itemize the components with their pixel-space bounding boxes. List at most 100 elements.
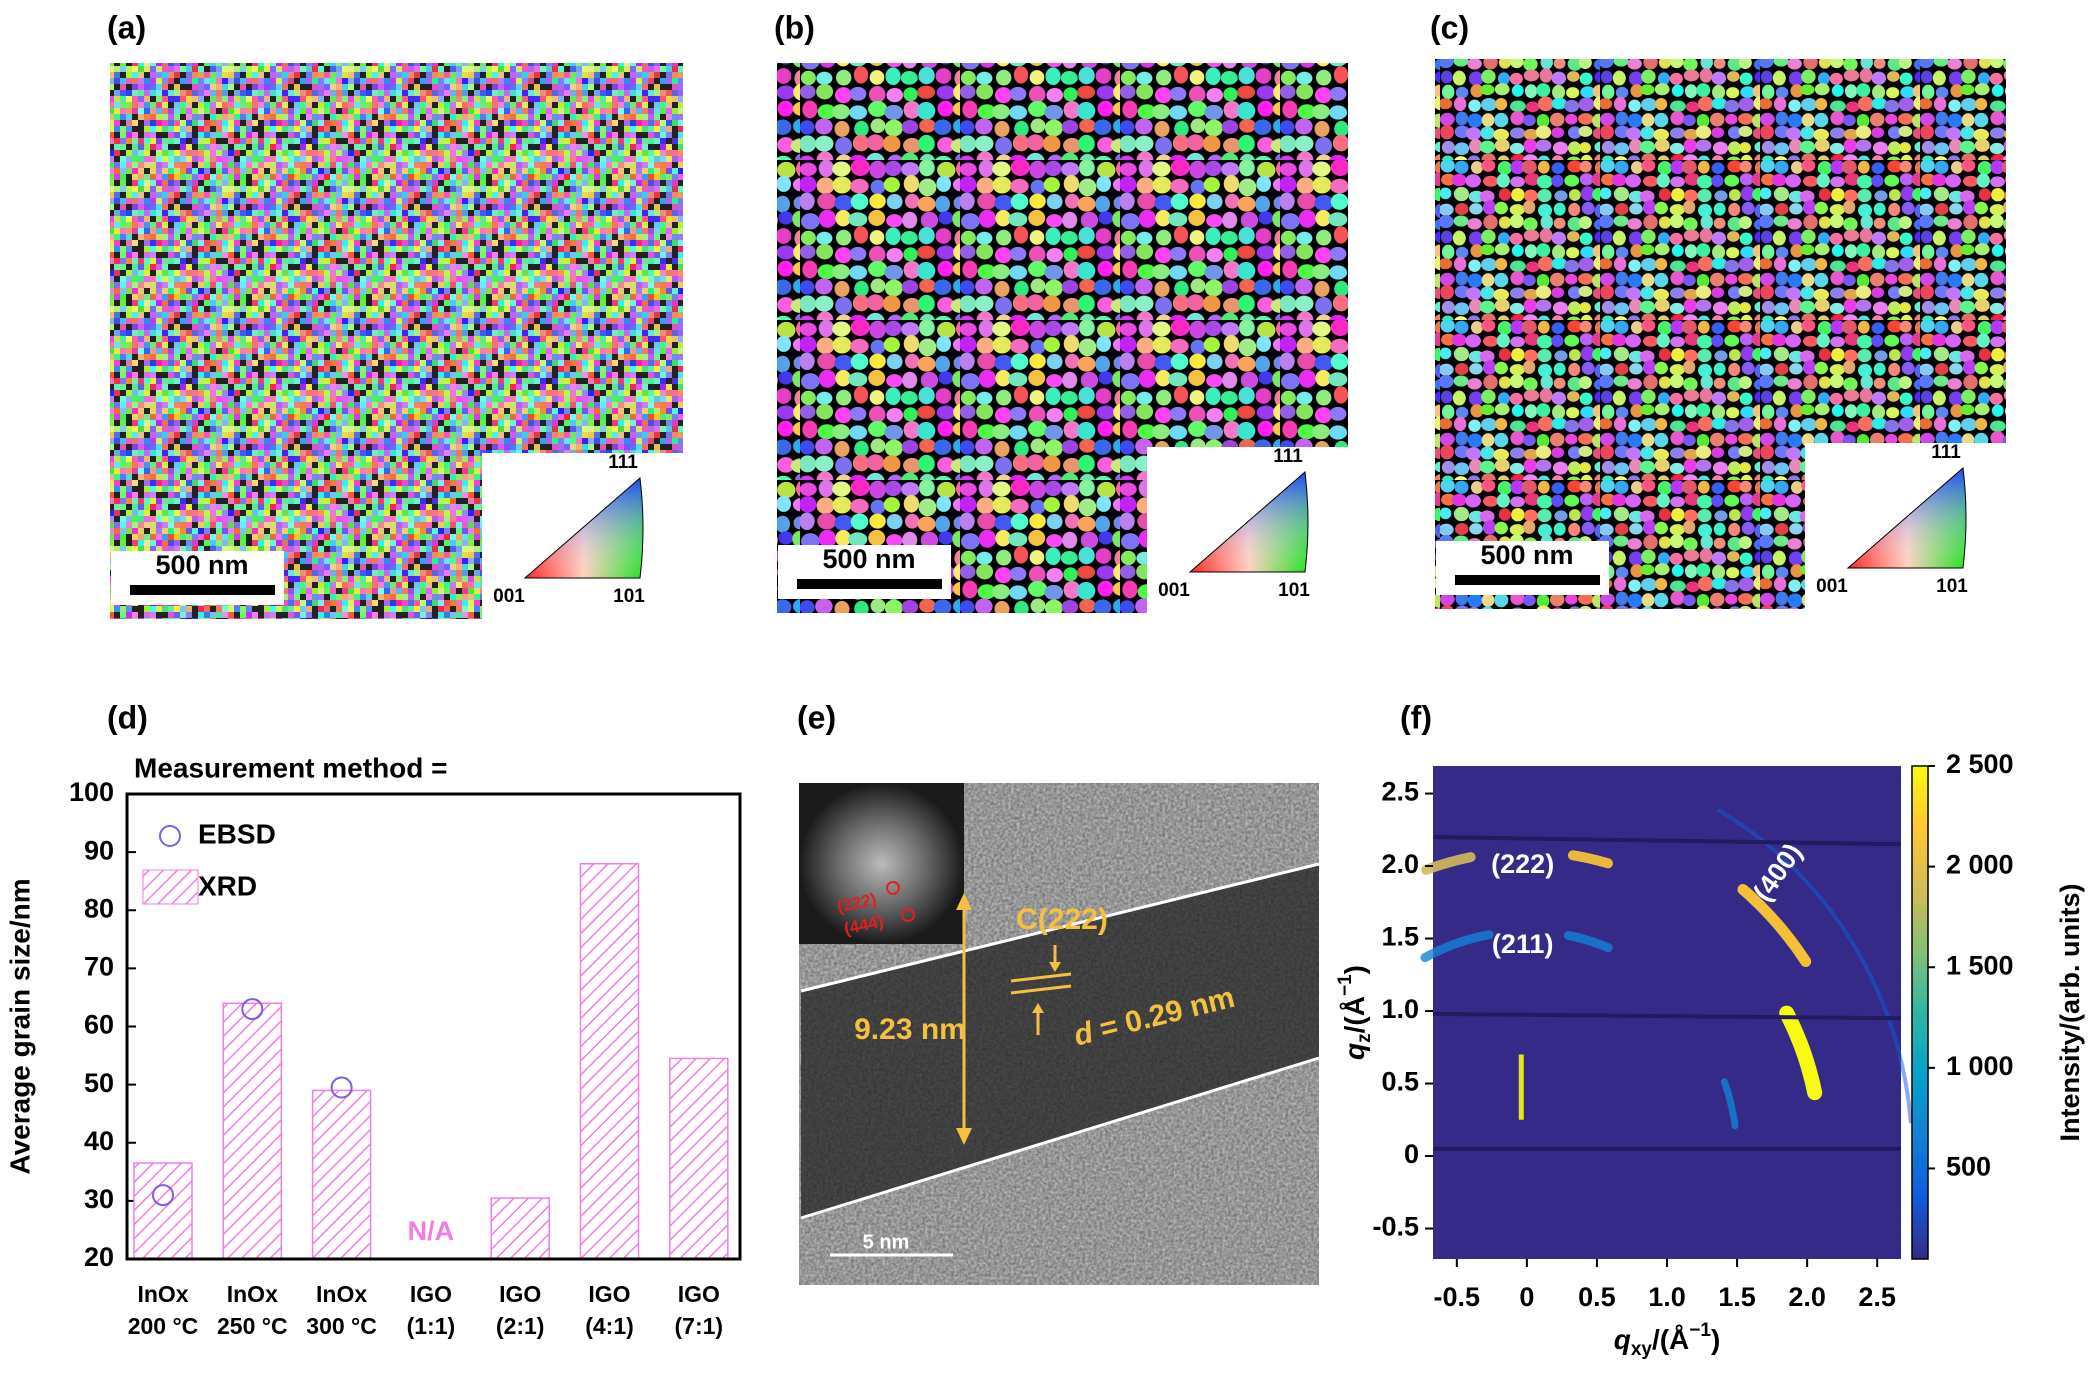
marker: [241, 998, 264, 1021]
x-axis-label: qxy/(Å−1): [1614, 1320, 1721, 1360]
plane-label: C(222): [1016, 903, 1108, 936]
y-tick-label: -0.5: [1372, 1212, 1419, 1242]
colorbar-tick-label: 1 500: [1946, 950, 2014, 980]
thickness-label: 9.23 nm: [854, 1013, 966, 1046]
tem-boundary: [800, 1056, 1320, 1220]
axis-close: ): [1711, 1324, 1720, 1355]
x-tick-label-line: 250 °C: [217, 1313, 288, 1339]
colorbar-tick-label: 2 000: [1946, 850, 2014, 880]
y-tick-label: 0.5: [1381, 1067, 1419, 1097]
peak-label: (211): [1492, 929, 1554, 959]
axis-close: ): [1339, 965, 1370, 974]
marker: [152, 1184, 174, 1207]
ipf-label: 001: [493, 586, 525, 607]
scale-bar-label: 500 nm: [822, 544, 915, 574]
scale-bar-box: [111, 551, 284, 605]
colorbar-tick-label: 1 000: [1946, 1051, 2014, 1081]
x-tick-label-line: InOx: [316, 1281, 367, 1307]
panel-label: (a): [107, 9, 146, 45]
diffraction-arc: [1421, 852, 1476, 875]
scale-bar: [1455, 575, 1600, 585]
x-tick-label-line: IGO: [499, 1281, 541, 1307]
axis-superscript: −1: [1689, 1320, 1711, 1341]
x-tick-label: IGO (7:1): [675, 1281, 724, 1339]
x-tick-label: InOx 300 °C: [306, 1281, 377, 1339]
y-tick-label: 50: [84, 1068, 114, 1098]
x-tick-label: -0.5: [1434, 1282, 1481, 1312]
legend-title: Measurement method =: [134, 752, 448, 783]
y-axis-label: qz/(Å−1): [1335, 965, 1375, 1060]
scale-bar-label: 500 nm: [155, 550, 248, 580]
x-tick-label-line: 300 °C: [306, 1313, 377, 1339]
x-tick-label-line: InOx: [227, 1281, 278, 1307]
panel-label: (e): [797, 699, 836, 735]
scale-bar-label: 5 nm: [863, 1231, 910, 1253]
peak-label: (222): [1491, 849, 1554, 879]
colorbar: [1911, 765, 1929, 1260]
bar: [222, 1002, 283, 1260]
scale-bar: [130, 585, 275, 595]
y-tick-label: 40: [84, 1126, 114, 1156]
bar: [579, 863, 640, 1260]
detector-gap: [1432, 1011, 1902, 1021]
diffraction-arc: [1563, 930, 1613, 953]
x-tick-label-line: (1:1): [407, 1313, 456, 1339]
panel-label: (f): [1400, 699, 1432, 735]
tem-image: (222) (444) C(222) 9.23 nm d = 0.29 nm 5…: [799, 783, 1320, 1285]
diffraction-arc: [1717, 808, 1913, 1124]
diffraction-arc: [1779, 1005, 1823, 1101]
axis-unit: /(Å: [1652, 1324, 1689, 1355]
diffraction-arc: [1737, 884, 1812, 967]
ipf-label: 101: [613, 586, 645, 607]
plot-frame: [125, 792, 742, 1261]
tem-boundary: [800, 862, 1320, 993]
axis-symbol: q: [1339, 1043, 1370, 1060]
fft-spot: [886, 881, 900, 895]
ipf-label: 001: [1816, 576, 1848, 597]
y-tick-label: 1.5: [1381, 922, 1419, 952]
y-tick-label: 80: [84, 893, 114, 923]
diffraction-arc: [1420, 930, 1494, 963]
bar: [490, 1197, 550, 1260]
colorbar-label: Intensity/(arb. units): [2055, 883, 2085, 1141]
arrow-head: [1032, 1003, 1044, 1013]
bar: [311, 1089, 372, 1260]
colorbar-tick-label: 500: [1946, 1152, 1991, 1182]
y-tick-label: 2.5: [1381, 777, 1419, 807]
x-tick-label-line: (4:1): [585, 1313, 634, 1339]
detector-gap: [1432, 835, 1902, 847]
plane-line: [1010, 984, 1072, 995]
missing-label: N/A: [408, 1216, 455, 1246]
x-tick-label: 1.0: [1648, 1282, 1686, 1312]
y-tick-label: 1.0: [1381, 994, 1419, 1024]
x-tick-label: IGO (1:1): [407, 1281, 456, 1339]
x-tick-label: 0.5: [1578, 1282, 1616, 1312]
y-tick-label: 2.0: [1381, 849, 1419, 879]
ipf-label: 111: [608, 452, 638, 473]
diffraction-arc: [1720, 1078, 1739, 1130]
diffraction-arc: [1567, 850, 1613, 869]
legend-marker: [159, 825, 181, 847]
heatmap: [1433, 766, 1901, 1259]
ipf-label: 111: [1273, 446, 1303, 467]
bar: [669, 1057, 729, 1260]
y-tick-label: 0: [1404, 1139, 1419, 1169]
scale-bar-box: [778, 545, 951, 599]
panel-label: (d): [107, 699, 148, 735]
axis-superscript: −1: [1335, 974, 1356, 996]
x-tick-label: 2.0: [1788, 1282, 1826, 1312]
panel-label: (c): [1430, 9, 1469, 45]
y-tick-label: 70: [84, 952, 114, 982]
scale-bar-label: 500 nm: [1480, 540, 1573, 570]
x-tick-label-line: (2:1): [496, 1313, 545, 1339]
y-tick-label: 30: [84, 1184, 114, 1214]
fft-spot: [901, 908, 915, 922]
ipf-label: 101: [1278, 580, 1310, 601]
colorbar-tick-label: 2 500: [1946, 749, 2014, 779]
x-tick-label-line: IGO: [410, 1281, 452, 1307]
axis-subscript: xy: [1631, 1339, 1653, 1360]
ipf-label: 111: [1931, 442, 1961, 463]
scale-bar-box: [1436, 541, 1609, 595]
arrow-head: [956, 1128, 972, 1145]
